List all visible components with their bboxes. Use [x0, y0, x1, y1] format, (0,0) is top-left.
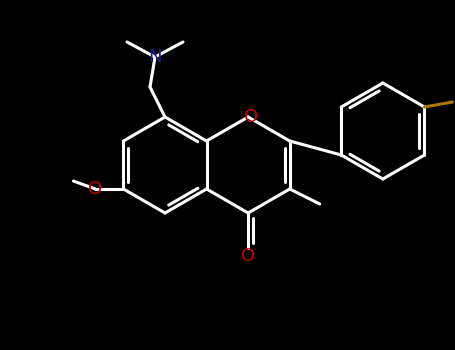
Text: O: O	[241, 247, 255, 265]
Text: N: N	[148, 48, 162, 66]
Text: O: O	[244, 108, 258, 126]
Text: O: O	[88, 180, 102, 198]
